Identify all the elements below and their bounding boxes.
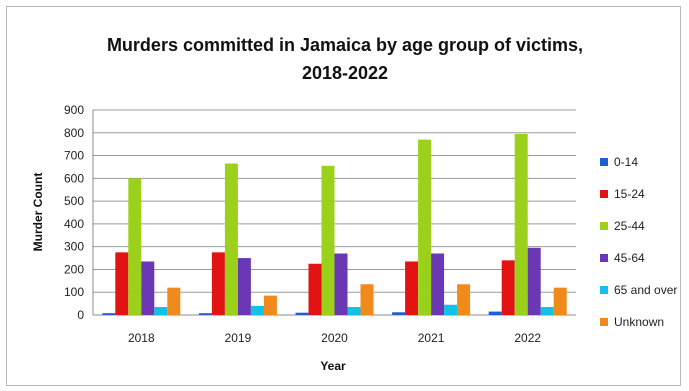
bar-2020-unknown: [360, 284, 374, 315]
y-tick-100: 100: [64, 285, 84, 299]
bar-2018-0-14: [102, 313, 116, 315]
bar-2021-0-14: [392, 312, 406, 315]
bar-2018-65-and-over: [154, 307, 168, 315]
legend-swatch-unknown: [600, 318, 608, 326]
x-axis-title: Year: [320, 359, 346, 373]
bar-2020-15-24: [308, 263, 322, 315]
legend: 0-14 15-24 25-44 45-64 65 and over Unknown: [600, 155, 677, 329]
bar-2019-65-and-over: [250, 305, 264, 315]
legend-label-0-14: 0-14: [614, 155, 638, 169]
bar-2021-45-64: [431, 253, 445, 315]
chart-title-line-1: Murders committed in Jamaica by age grou…: [107, 35, 583, 55]
legend-label-65-and-over: 65 and over: [614, 283, 677, 297]
legend-swatch-45-64: [600, 254, 608, 262]
y-tick-800: 800: [64, 126, 84, 140]
bar-2021-15-24: [405, 261, 419, 315]
legend-swatch-65-and-over: [600, 286, 608, 294]
bar-2020-45-64: [334, 253, 348, 315]
bar-2020-65-and-over: [347, 307, 361, 315]
bar-2020-25-44: [321, 165, 335, 315]
y-tick-300: 300: [64, 240, 84, 254]
bar-2022-unknown: [553, 287, 567, 315]
legend-label-unknown: Unknown: [614, 315, 664, 329]
y-tick-200: 200: [64, 262, 84, 276]
bars: [102, 133, 567, 315]
x-tick-2021: 2021: [418, 331, 445, 345]
bar-2018-15-24: [115, 252, 129, 315]
bar-2019-25-44: [224, 163, 238, 315]
bar-2018-45-64: [141, 261, 155, 315]
bar-2019-0-14: [198, 313, 212, 315]
bar-2022-65-and-over: [540, 307, 554, 315]
y-tick-0: 0: [77, 308, 84, 322]
legend-label-25-44: 25-44: [614, 219, 645, 233]
y-axis-title: Murder Count: [31, 173, 45, 252]
x-tick-2018: 2018: [128, 331, 155, 345]
bar-2018-25-44: [128, 178, 142, 315]
bar-2018-unknown: [167, 287, 181, 315]
bar-2021-65-and-over: [444, 304, 458, 315]
bar-2022-25-44: [514, 133, 528, 315]
legend-swatch-15-24: [600, 190, 608, 198]
y-tick-labels: 0 100 200 300 400 500 600 700 800 900: [64, 103, 84, 322]
y-tick-700: 700: [64, 149, 84, 163]
bar-2020-0-14: [295, 312, 309, 315]
y-tick-400: 400: [64, 217, 84, 231]
bar-2022-45-64: [527, 247, 541, 315]
y-tick-600: 600: [64, 171, 84, 185]
bar-2022-0-14: [488, 311, 502, 315]
bar-2019-unknown: [263, 295, 277, 315]
x-tick-2020: 2020: [321, 331, 348, 345]
y-tick-900: 900: [64, 103, 84, 117]
bar-2021-unknown: [457, 284, 471, 315]
legend-label-45-64: 45-64: [614, 251, 645, 265]
chart-frame: [6, 6, 681, 386]
bar-2019-45-64: [237, 258, 251, 315]
legend-swatch-25-44: [600, 222, 608, 230]
x-tick-2019: 2019: [225, 331, 252, 345]
bar-2022-15-24: [501, 260, 515, 315]
chart-title-line-2: 2018-2022: [302, 63, 388, 83]
bar-2021-25-44: [418, 139, 432, 315]
legend-swatch-0-14: [600, 158, 608, 166]
legend-label-15-24: 15-24: [614, 187, 645, 201]
y-tick-500: 500: [64, 194, 84, 208]
x-tick-labels: 2018 2019 2020 2021 2022: [128, 331, 541, 345]
x-tick-2022: 2022: [514, 331, 541, 345]
bar-2019-15-24: [211, 252, 225, 315]
